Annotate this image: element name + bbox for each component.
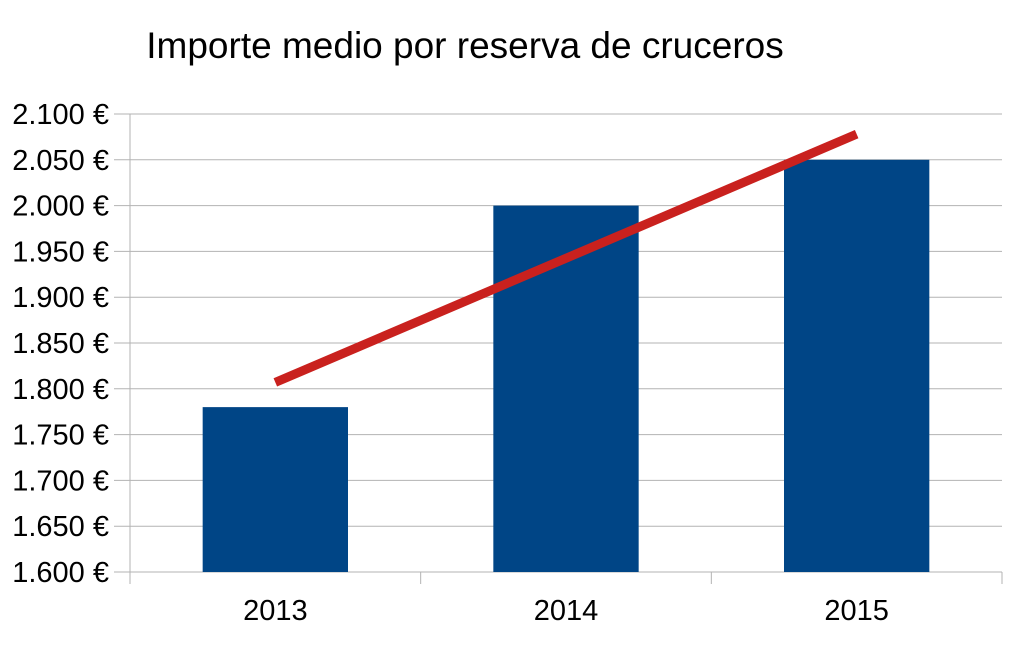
- y-tick-label: 1.800 €: [12, 374, 109, 406]
- y-tick-label: 1.850 €: [12, 328, 109, 360]
- y-axis-ticks: 1.600 € 1.650 € 1.700 € 1.750 € 1.800 € 1.850…: [12, 99, 109, 589]
- y-tick-label: 1.600 €: [12, 557, 109, 589]
- bar-2014: [493, 205, 639, 572]
- y-tick-label: 1.650 €: [12, 511, 109, 543]
- y-tick-label: 1.750 €: [12, 420, 109, 452]
- y-tick-label: 1.700 €: [12, 465, 109, 497]
- trendline-layer: [273, 130, 859, 387]
- y-tick-label: 1.950 €: [12, 236, 109, 268]
- x-tick-label: 2015: [824, 595, 889, 627]
- trendline: [273, 130, 859, 387]
- y-tick-label: 2.100 €: [12, 99, 109, 131]
- x-tick-label: 2013: [243, 595, 308, 627]
- bar-2013: [202, 407, 348, 572]
- y-tick-label: 1.900 €: [12, 282, 109, 314]
- y-tick-label: 2.050 €: [12, 145, 109, 177]
- x-tick-label: 2014: [534, 595, 599, 627]
- y-tick-label: 2.000 €: [12, 191, 109, 223]
- bar-2015: [784, 159, 930, 573]
- x-axis-ticks: 2013 2014 2015: [243, 595, 889, 627]
- chart-title: Importe medio por reserva de cruceros: [146, 25, 784, 66]
- bars: [202, 159, 930, 573]
